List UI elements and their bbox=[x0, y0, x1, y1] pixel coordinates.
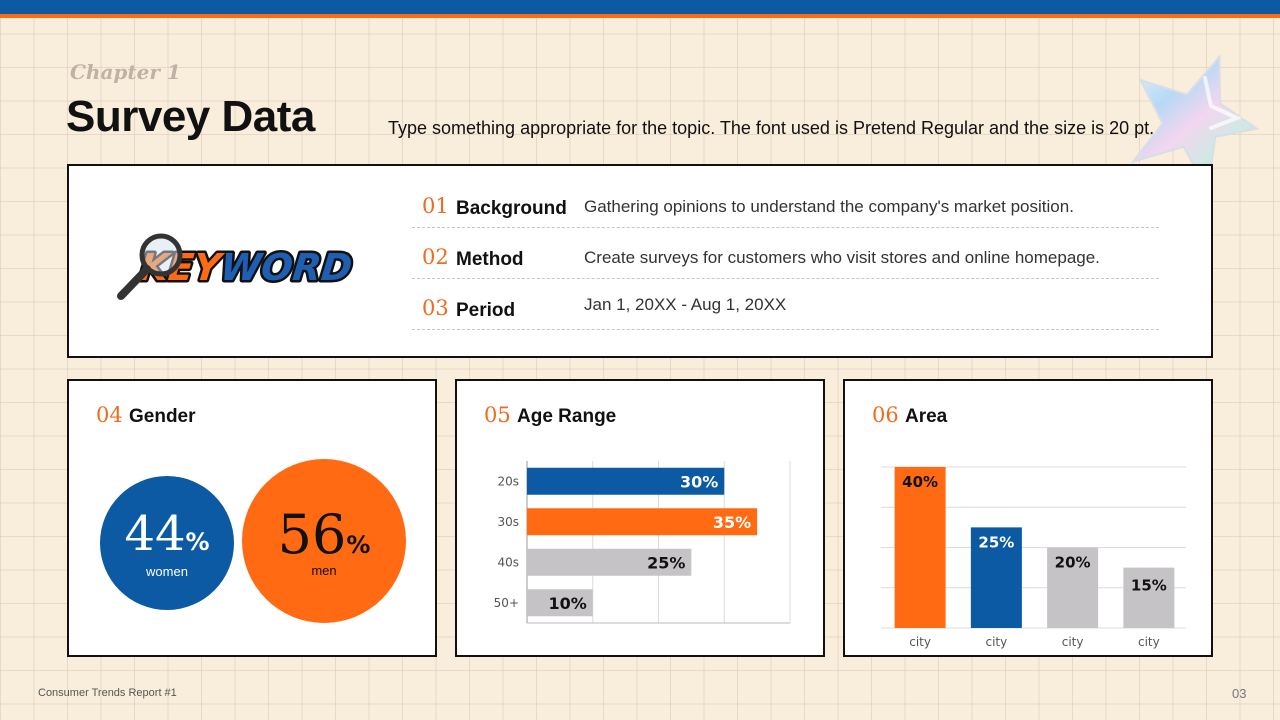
data-label: 40% bbox=[902, 473, 938, 491]
category-label: city bbox=[909, 635, 931, 649]
gender-card: 04 Gender 44% women 56% men bbox=[67, 379, 437, 657]
magnifier-icon bbox=[117, 233, 183, 300]
card-number: 04 bbox=[96, 403, 123, 427]
bar bbox=[527, 589, 593, 617]
bar bbox=[1047, 547, 1099, 628]
women-circle: 44% women bbox=[100, 476, 234, 610]
card-number: 06 bbox=[872, 403, 899, 427]
category-label: 30s bbox=[497, 515, 519, 529]
info-key: Background bbox=[456, 198, 567, 219]
women-percent: 44% bbox=[124, 506, 210, 562]
category-label: 40s bbox=[497, 555, 519, 569]
data-label: 15% bbox=[1131, 577, 1167, 595]
category-label: 20s bbox=[497, 474, 519, 488]
bar bbox=[527, 548, 692, 576]
footer-report-name: Consumer Trends Report #1 bbox=[38, 687, 177, 699]
page-number: 03 bbox=[1232, 686, 1247, 701]
data-label: 20% bbox=[1055, 554, 1091, 572]
overview-panel: KEYWORD KEYWORD 01 Background Gathering … bbox=[67, 164, 1213, 358]
card-title: Area bbox=[905, 406, 948, 427]
holographic-star-icon bbox=[1130, 54, 1260, 194]
area-card: 06 Area 40% city 25% city 20% city 15% city bbox=[843, 379, 1213, 657]
women-label: women bbox=[146, 564, 188, 579]
top-bar-blue bbox=[0, 0, 1280, 14]
info-key: Method bbox=[456, 249, 524, 270]
men-label: men bbox=[311, 563, 337, 578]
category-label: city bbox=[986, 635, 1008, 649]
info-value: Create surveys for customers who visit s… bbox=[584, 248, 1100, 267]
data-label: 25% bbox=[647, 553, 685, 572]
age-range-card: 05 Age Range 20s 30% 30s 35% 40s 25% 50+ 10% bbox=[455, 379, 825, 657]
age-range-chart: 20s 30% 30s 35% 40s 25% 50+ 10% bbox=[494, 461, 791, 624]
chapter-label: Chapter 1 bbox=[70, 60, 181, 84]
bar bbox=[1123, 567, 1175, 628]
card-number: 05 bbox=[484, 403, 511, 427]
bar bbox=[894, 467, 946, 628]
info-number: 02 bbox=[422, 245, 449, 269]
men-percent: 56% bbox=[277, 503, 371, 566]
data-label: 25% bbox=[978, 533, 1014, 551]
info-value: Gathering opinions to understand the com… bbox=[584, 197, 1074, 216]
info-key: Period bbox=[456, 300, 516, 321]
category-label: 50+ bbox=[494, 596, 519, 610]
keyword-logo-text: KEYWORD bbox=[138, 246, 355, 289]
bar bbox=[527, 467, 725, 495]
bar bbox=[527, 508, 758, 536]
info-number: 03 bbox=[422, 296, 449, 320]
data-label: 35% bbox=[713, 513, 751, 532]
top-bar-orange bbox=[0, 14, 1280, 18]
men-circle: 56% men bbox=[242, 459, 406, 623]
area-chart: 40% city 25% city 20% city 15% city bbox=[881, 466, 1186, 649]
info-row-background: 01 Background Gathering opinions to unde… bbox=[412, 188, 1159, 228]
page-subtitle: Type something appropriate for the topic… bbox=[388, 118, 1155, 138]
info-row-method: 02 Method Create surveys for customers w… bbox=[412, 239, 1159, 279]
info-value: Jan 1, 20XX - Aug 1, 20XX bbox=[584, 295, 787, 314]
card-title: Age Range bbox=[517, 406, 617, 427]
info-number: 01 bbox=[422, 194, 449, 218]
keyword-logo: KEYWORD KEYWORD bbox=[117, 233, 357, 300]
category-label: city bbox=[1062, 635, 1084, 649]
card-title: Gender bbox=[129, 406, 196, 427]
info-row-period: 03 Period Jan 1, 20XX - Aug 1, 20XX bbox=[412, 290, 1159, 330]
data-label: 30% bbox=[680, 472, 718, 491]
page-title: Survey Data bbox=[66, 92, 315, 141]
data-label: 10% bbox=[548, 594, 586, 613]
bar bbox=[970, 527, 1022, 628]
category-label: city bbox=[1138, 635, 1160, 649]
